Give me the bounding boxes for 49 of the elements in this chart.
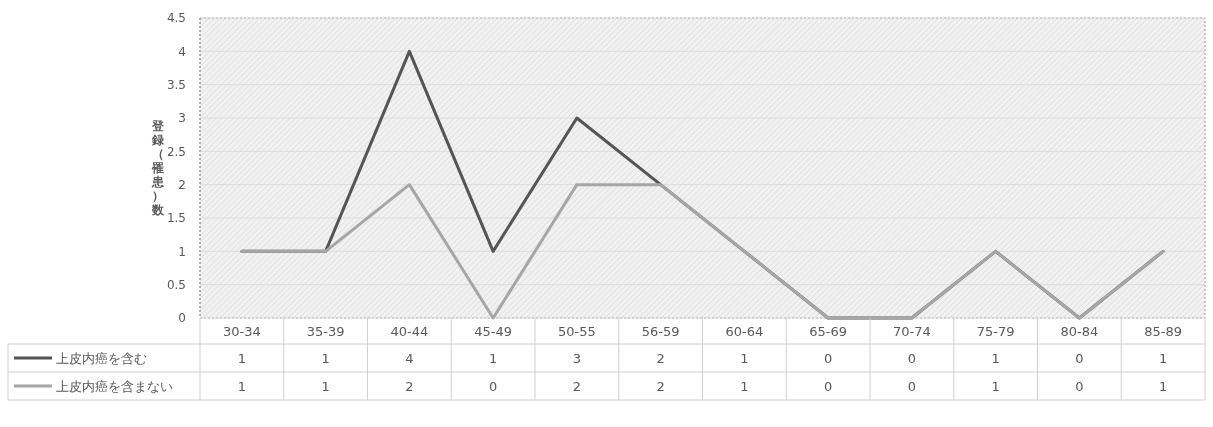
y-tick-label: 0.5 <box>166 277 186 292</box>
data-label: 2 <box>656 378 665 394</box>
data-label: 1 <box>321 350 330 366</box>
y-tick-label: 2.5 <box>166 144 186 159</box>
y-tick-label: 1 <box>178 244 186 259</box>
x-tick-label: 56-59 <box>641 323 680 339</box>
data-label: 1 <box>740 378 749 394</box>
data-label: 2 <box>656 350 665 366</box>
data-label: 1 <box>237 378 247 394</box>
y-tick-label: 1.5 <box>166 211 186 226</box>
data-label: 1 <box>1158 378 1168 394</box>
data-label: 0 <box>1075 378 1084 394</box>
data-label: 0 <box>488 378 498 394</box>
data-label: 1 <box>488 350 498 366</box>
data-label: 1 <box>991 350 1000 366</box>
y-tick-label: 3.5 <box>166 77 186 92</box>
y-tick-label: 4 <box>178 44 186 59</box>
data-label: 1 <box>321 378 330 394</box>
x-tick-label: 35-39 <box>306 323 345 339</box>
x-tick-label: 30-34 <box>222 323 261 339</box>
y-tick-label: 4.5 <box>166 11 186 26</box>
x-tick-label: 40-44 <box>390 323 429 339</box>
x-tick-label: 85-89 <box>1144 323 1183 339</box>
data-label: 1 <box>1158 350 1168 366</box>
legend-label: 上皮内癌を含まない <box>56 378 173 394</box>
x-tick-label: 60-64 <box>725 323 764 339</box>
x-tick-label: 75-79 <box>976 323 1015 339</box>
x-tick-label: 45-49 <box>474 323 513 339</box>
data-label: 0 <box>907 350 917 366</box>
data-label: 4 <box>405 350 414 366</box>
y-tick-label: 3 <box>178 111 186 126</box>
y-axis-title: 登録（罹患）数 <box>151 119 165 218</box>
data-label: 1 <box>740 350 749 366</box>
legend-label: 上皮内癌を含む <box>56 350 147 366</box>
y-tick-label: 0 <box>178 311 186 326</box>
x-tick-label: 80-84 <box>1060 323 1099 339</box>
data-label: 2 <box>572 378 582 394</box>
data-label: 1 <box>237 350 247 366</box>
y-tick-label: 2 <box>178 177 186 192</box>
data-label: 0 <box>823 350 833 366</box>
x-tick-label: 70-74 <box>892 323 931 339</box>
data-label: 0 <box>1075 350 1084 366</box>
data-label: 1 <box>991 378 1000 394</box>
x-tick-label: 65-69 <box>809 323 848 339</box>
data-label: 0 <box>823 378 833 394</box>
x-tick-label: 50-55 <box>557 323 596 339</box>
data-label: 0 <box>907 378 917 394</box>
data-label: 3 <box>572 350 582 366</box>
data-label: 2 <box>405 378 414 394</box>
